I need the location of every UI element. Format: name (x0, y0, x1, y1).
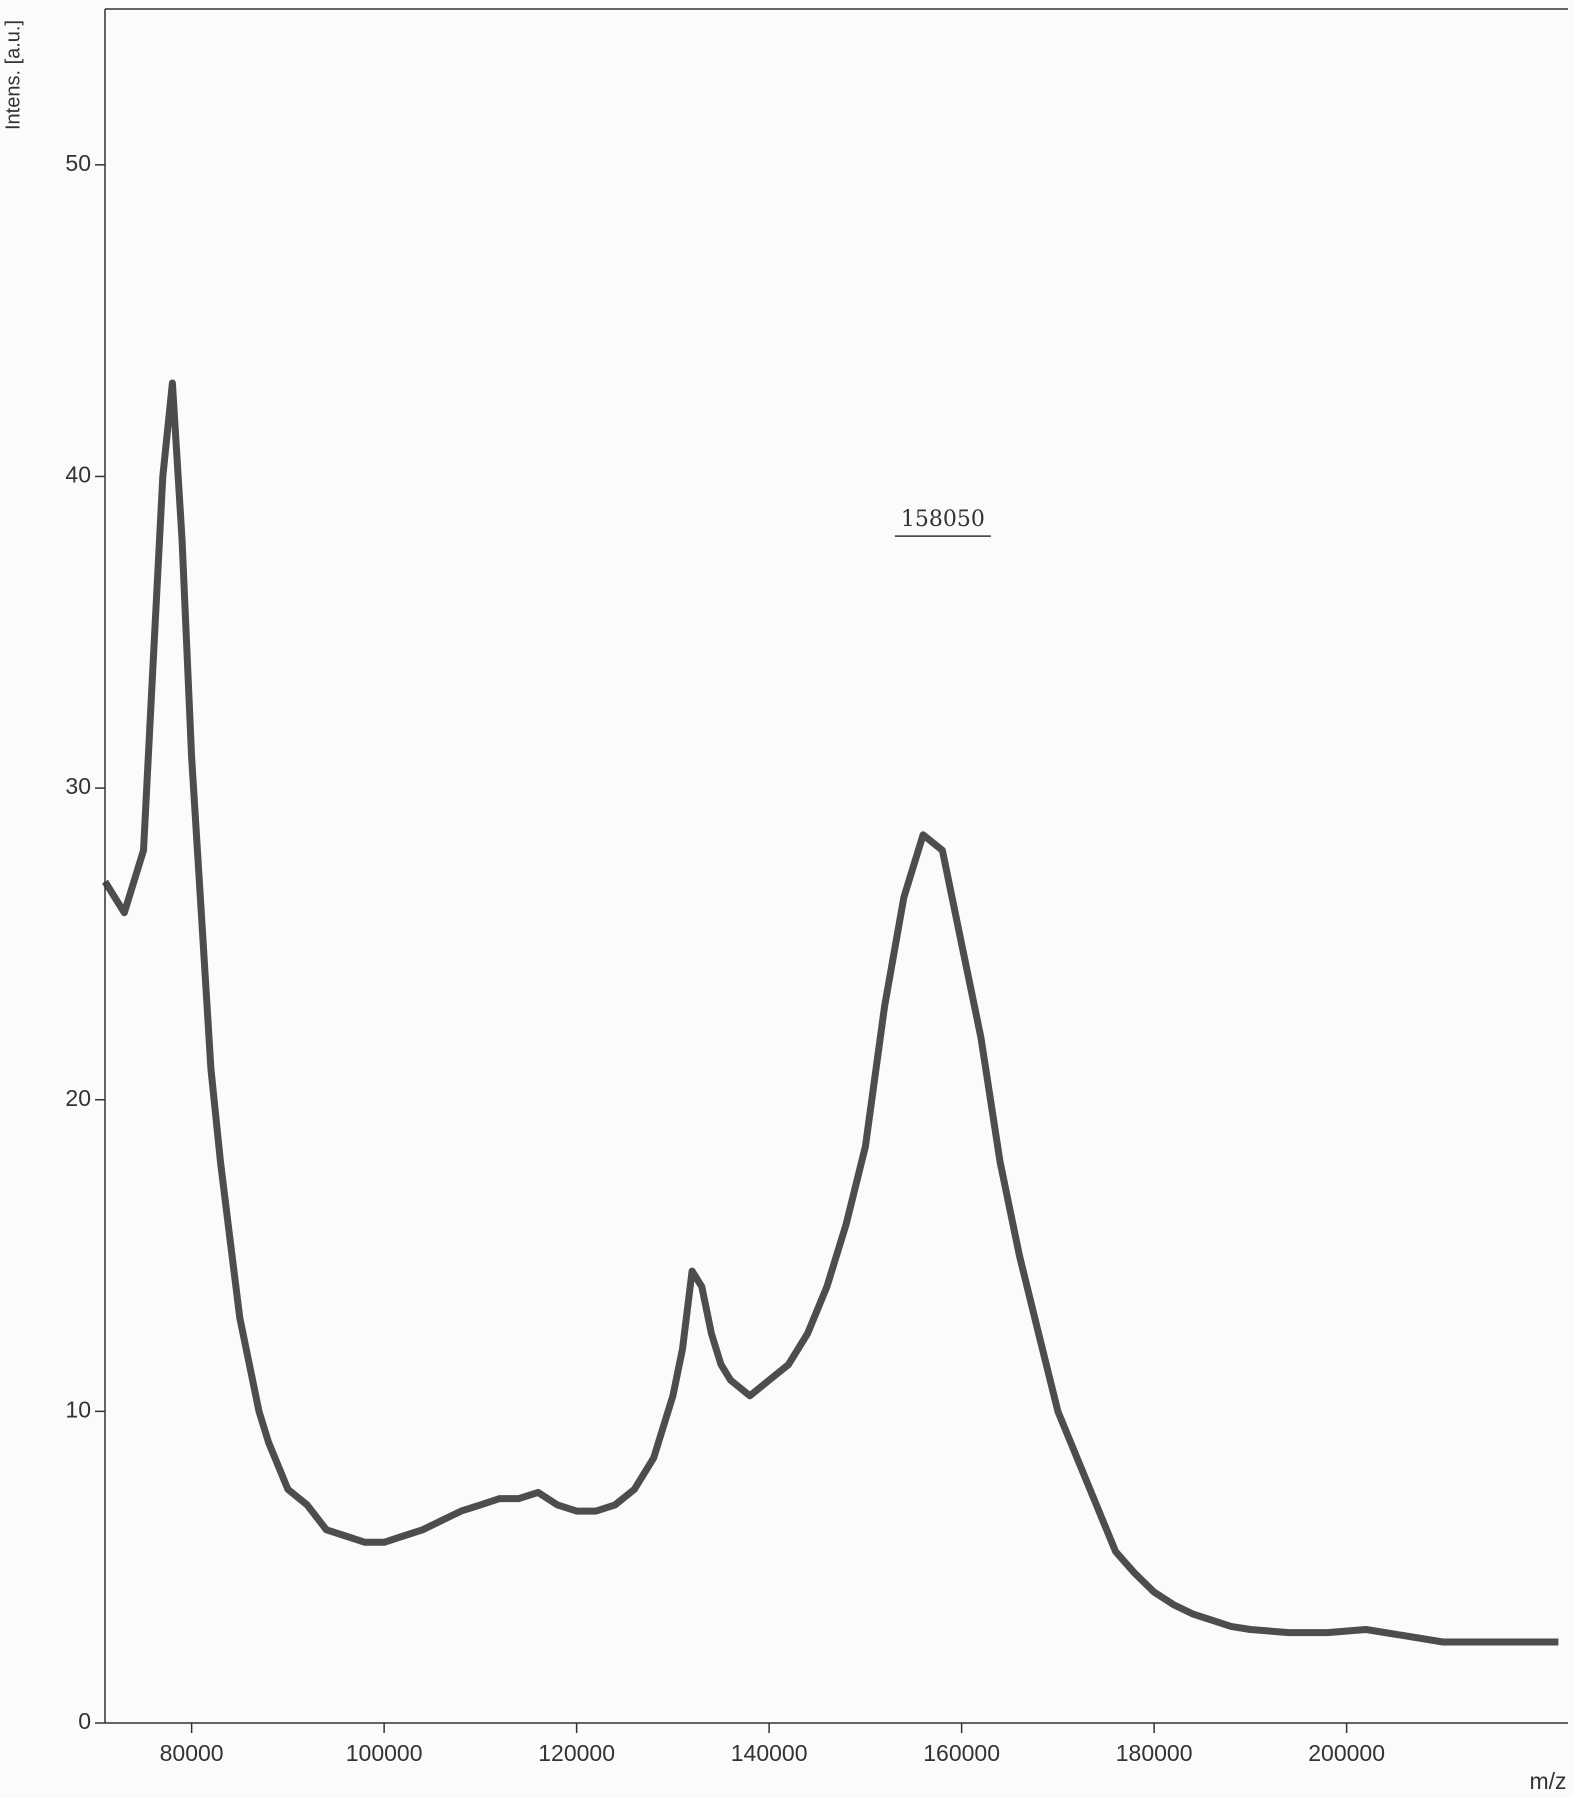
peak-annotation: 158050 (901, 507, 985, 532)
y-tick-label: 40 (65, 462, 91, 488)
x-tick-label: 100000 (346, 1740, 423, 1766)
x-tick-label: 180000 (1116, 1740, 1193, 1766)
x-tick-label: 160000 (923, 1740, 1000, 1766)
x-tick-label: 140000 (731, 1740, 808, 1766)
x-tick-label: 120000 (538, 1740, 615, 1766)
y-axis-title: Intens. [a.u.] (2, 20, 24, 130)
y-tick-label: 20 (65, 1085, 91, 1111)
spectrum-line (102, 379, 1559, 1646)
y-tick-label: 10 (65, 1396, 91, 1422)
y-tick-label: 50 (65, 150, 91, 176)
x-axis-title: m/z (1529, 1768, 1566, 1794)
x-tick-label: 80000 (160, 1740, 224, 1766)
x-tick-label: 200000 (1308, 1740, 1385, 1766)
y-tick-label: 0 (78, 1708, 91, 1734)
y-tick-label: 30 (65, 773, 91, 799)
